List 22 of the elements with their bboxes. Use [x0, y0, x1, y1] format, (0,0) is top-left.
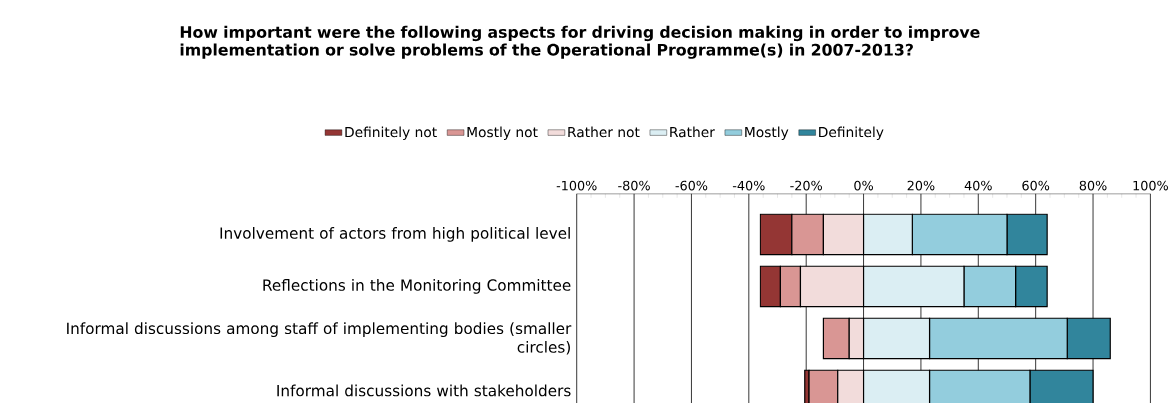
- x-tick-label: 60%: [1022, 180, 1050, 191]
- legend-label: Rather not: [568, 126, 640, 138]
- y-tick-label: Informal discussions with stakeholders: [277, 384, 571, 397]
- x-tick-label: 100%: [1133, 180, 1168, 191]
- x-tick-label: 20%: [907, 180, 935, 191]
- x-tick-label: -80%: [618, 180, 650, 191]
- y-tick-label: Reflections in the Monitoring Committee: [263, 278, 571, 294]
- legend-label: Mostly: [745, 126, 789, 140]
- x-tick-label: 80%: [1079, 180, 1107, 191]
- legend-label: Mostly not: [467, 126, 538, 140]
- x-tick-label: -100%: [556, 180, 597, 191]
- legend-label: Rather: [670, 126, 715, 138]
- x-tick-label: -40%: [732, 180, 765, 191]
- y-tick-label: Informal discussions among staff of implementing bodies (smaller circles): [67, 322, 572, 355]
- legend-label: Definitely: [819, 126, 884, 140]
- x-tick-label: -60%: [675, 180, 708, 191]
- x-tick-label: 40%: [964, 180, 992, 191]
- chart-title: How important were the following aspects for driving decision making in order to improve implementation or solve problems of the Operational Programme(s) in 2007-2013?: [180, 25, 980, 59]
- x-tick-label: 0%: [854, 180, 873, 191]
- x-tick-label: -20%: [790, 180, 823, 191]
- legend-label: Definitely not: [345, 126, 437, 140]
- y-tick-label: Involvement of actors from high political level: [220, 226, 570, 242]
